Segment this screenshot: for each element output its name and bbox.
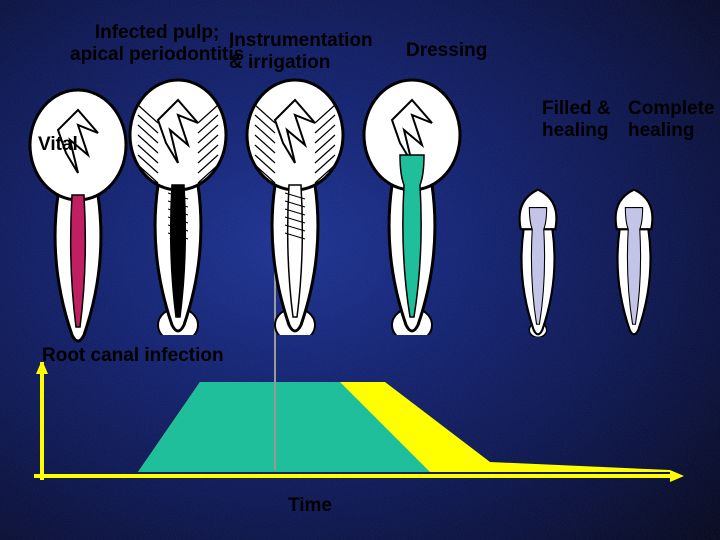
label-filled: Filled & healing — [542, 98, 611, 142]
tooth — [598, 150, 670, 337]
label-vital: Vital — [38, 134, 78, 156]
tooth — [128, 75, 228, 335]
label-instrument: Instrumentation & irrigation — [229, 30, 373, 74]
tooth — [28, 85, 128, 345]
label-infected: Infected pulp; apical periodontitis — [70, 22, 244, 66]
tooth — [245, 75, 345, 335]
label-complete: Complete healing — [628, 98, 715, 142]
label-dressing: Dressing — [406, 40, 487, 62]
label-rci: Root canal infection — [42, 345, 224, 367]
label-time: Time — [288, 495, 332, 517]
tooth — [502, 150, 574, 337]
slide: { "labels": { "infected": {"text":"Infec… — [0, 0, 720, 540]
tooth — [362, 75, 462, 335]
